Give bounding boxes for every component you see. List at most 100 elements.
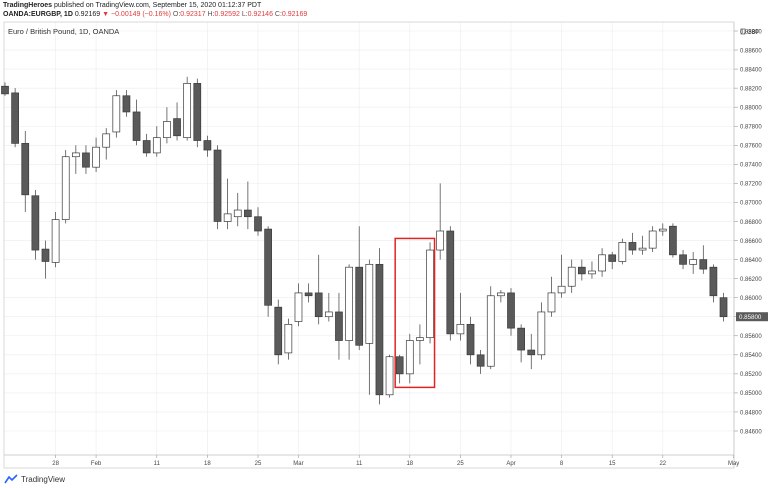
candle-body xyxy=(679,254,687,265)
candle[interactable] xyxy=(375,248,384,405)
candle[interactable] xyxy=(486,286,495,370)
candle[interactable] xyxy=(557,254,566,298)
candle[interactable] xyxy=(102,128,111,160)
candle[interactable] xyxy=(648,226,657,252)
y-tick-label: 0.88800 xyxy=(740,29,762,35)
candle[interactable] xyxy=(233,192,242,227)
candle[interactable] xyxy=(507,288,515,336)
candle-body xyxy=(395,356,404,375)
candle[interactable] xyxy=(213,145,222,230)
candles[interactable] xyxy=(1,76,728,405)
candle[interactable] xyxy=(628,232,637,255)
candle[interactable] xyxy=(679,250,687,270)
candle-body xyxy=(598,254,606,272)
candle[interactable] xyxy=(163,107,171,144)
candle[interactable] xyxy=(719,292,728,322)
candle[interactable] xyxy=(517,324,525,363)
candle[interactable] xyxy=(699,245,708,274)
candle[interactable] xyxy=(355,226,364,351)
candle[interactable] xyxy=(456,292,465,341)
candle[interactable] xyxy=(11,88,19,148)
candle[interactable] xyxy=(385,354,394,398)
x-tick-label: Mar xyxy=(293,461,303,467)
candle[interactable] xyxy=(294,283,303,327)
candle[interactable] xyxy=(122,90,131,117)
candle-body xyxy=(213,149,222,222)
high-label: H: xyxy=(207,11,215,18)
candle[interactable] xyxy=(71,145,80,174)
candle[interactable] xyxy=(426,242,434,344)
candle[interactable] xyxy=(193,78,202,148)
candle[interactable] xyxy=(709,264,718,303)
candle[interactable] xyxy=(638,235,647,255)
candle[interactable] xyxy=(669,223,677,258)
candle[interactable] xyxy=(395,354,404,384)
candle[interactable] xyxy=(132,99,141,146)
candle[interactable] xyxy=(31,190,40,260)
candle[interactable] xyxy=(112,90,121,138)
candle-body xyxy=(61,156,70,220)
symbol-label: OANDA:EURGBP, 1D xyxy=(3,11,73,18)
close-value: 0.92169 xyxy=(281,11,308,18)
candle[interactable] xyxy=(365,259,374,395)
candle[interactable] xyxy=(82,145,90,174)
candle[interactable] xyxy=(446,226,455,341)
candle[interactable] xyxy=(416,324,424,365)
candle-body xyxy=(203,140,212,151)
candle[interactable] xyxy=(335,292,343,360)
candle[interactable] xyxy=(405,333,414,384)
x-tick-label: 25 xyxy=(255,461,262,467)
candle[interactable] xyxy=(497,290,505,303)
candle[interactable] xyxy=(608,251,617,270)
candle[interactable] xyxy=(598,248,606,277)
candle[interactable] xyxy=(618,238,627,265)
candle[interactable] xyxy=(689,251,698,274)
candle-body xyxy=(709,266,718,297)
candle-body xyxy=(112,95,121,133)
candle[interactable] xyxy=(142,133,151,157)
candle[interactable] xyxy=(1,82,9,96)
candle[interactable] xyxy=(567,259,576,293)
candle[interactable] xyxy=(41,240,50,279)
candle[interactable] xyxy=(183,76,192,141)
candle[interactable] xyxy=(152,126,161,157)
last-price-tag: 0.85800 xyxy=(736,312,768,322)
candle[interactable] xyxy=(284,318,293,360)
candle[interactable] xyxy=(203,135,212,157)
y-tick-label: 0.85200 xyxy=(740,372,762,378)
candle-body xyxy=(335,311,343,341)
x-tick-label: 8 xyxy=(560,461,564,467)
last-price-tag-box xyxy=(736,312,768,322)
candle[interactable] xyxy=(244,181,252,230)
publish-info: published on TradingView.com, September … xyxy=(53,2,262,9)
x-tick-label: 15 xyxy=(609,461,616,467)
candle-body xyxy=(233,209,242,218)
candle[interactable] xyxy=(658,223,667,236)
candle[interactable] xyxy=(345,264,353,360)
candle[interactable] xyxy=(61,150,70,224)
candle[interactable] xyxy=(476,350,485,374)
candle[interactable] xyxy=(21,131,30,212)
candle[interactable] xyxy=(537,302,546,360)
candle[interactable] xyxy=(527,333,536,370)
candle[interactable] xyxy=(547,276,556,317)
currency-label: GBP xyxy=(747,30,760,36)
candle[interactable] xyxy=(264,226,272,317)
candle[interactable] xyxy=(304,283,313,303)
candle[interactable] xyxy=(436,183,445,260)
candle[interactable] xyxy=(588,261,596,279)
candle[interactable] xyxy=(173,102,181,141)
candle[interactable] xyxy=(274,299,283,365)
candle[interactable] xyxy=(51,211,60,268)
candle[interactable] xyxy=(324,292,333,322)
candle[interactable] xyxy=(577,259,586,281)
candle-body xyxy=(163,121,171,139)
candle[interactable] xyxy=(223,178,232,230)
candle[interactable] xyxy=(314,254,323,325)
candle[interactable] xyxy=(254,207,262,236)
candle[interactable] xyxy=(92,137,100,172)
candle-body xyxy=(537,311,546,356)
candle[interactable] xyxy=(466,316,475,365)
x-tick-label: 11 xyxy=(154,461,161,467)
